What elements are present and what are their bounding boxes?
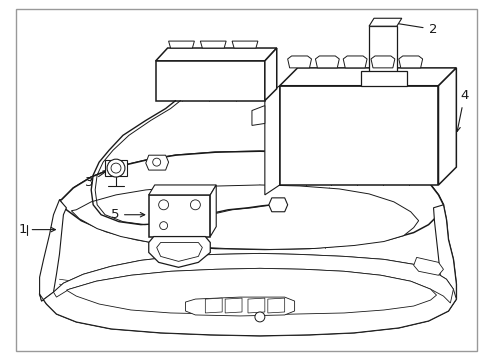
Polygon shape [40,200,66,301]
Circle shape [160,222,168,230]
Polygon shape [434,205,456,307]
Polygon shape [146,155,169,170]
Text: 5: 5 [110,208,145,221]
Polygon shape [414,257,443,275]
Polygon shape [149,237,210,267]
Polygon shape [66,268,437,315]
Polygon shape [280,68,456,86]
Polygon shape [149,195,210,237]
Polygon shape [225,298,242,313]
Polygon shape [53,253,453,303]
Polygon shape [149,185,216,195]
Polygon shape [210,185,216,237]
Text: 2: 2 [387,21,437,36]
Circle shape [107,159,125,177]
Polygon shape [105,160,127,176]
Polygon shape [232,41,258,48]
Polygon shape [361,71,407,86]
Text: 3: 3 [85,170,108,189]
Circle shape [255,312,265,322]
Circle shape [111,163,121,173]
Polygon shape [59,151,443,249]
Polygon shape [399,56,422,68]
Polygon shape [205,298,222,313]
Polygon shape [371,56,395,68]
Text: 1: 1 [18,223,55,236]
Polygon shape [72,185,418,249]
Polygon shape [252,105,265,125]
Polygon shape [268,298,285,313]
Circle shape [159,200,169,210]
Polygon shape [439,68,456,185]
Polygon shape [40,253,456,336]
Polygon shape [265,86,280,195]
Polygon shape [248,298,265,313]
Polygon shape [369,26,397,81]
Polygon shape [316,56,339,68]
Polygon shape [185,297,294,316]
Polygon shape [343,56,367,68]
Polygon shape [200,41,226,48]
Polygon shape [157,243,202,261]
Polygon shape [269,198,288,212]
Polygon shape [280,86,439,185]
Polygon shape [40,151,456,336]
Polygon shape [156,61,265,100]
Circle shape [191,200,200,210]
Circle shape [153,158,161,166]
Polygon shape [265,48,277,100]
Polygon shape [156,48,277,61]
Polygon shape [288,56,312,68]
Text: 4: 4 [456,89,469,131]
Polygon shape [169,41,195,48]
Polygon shape [369,18,402,26]
